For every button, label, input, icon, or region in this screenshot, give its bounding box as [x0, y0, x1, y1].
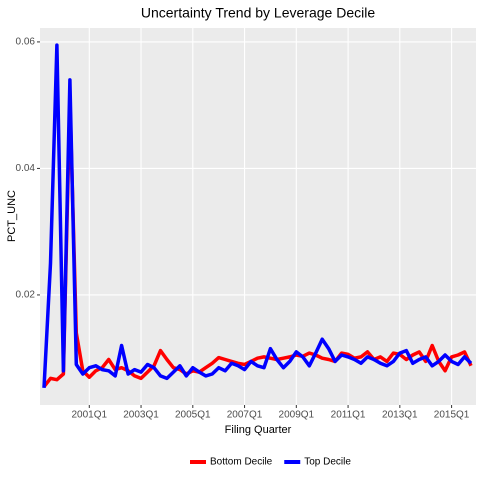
- y-tick-label: 0.02: [16, 290, 36, 301]
- x-tick-label: 2007Q1: [227, 410, 263, 421]
- x-tick-label: 2013Q1: [382, 410, 418, 421]
- legend-label: Top Decile: [304, 457, 351, 468]
- x-axis-title: Filing Quarter: [225, 424, 292, 436]
- x-tick-label: 2003Q1: [123, 410, 159, 421]
- x-tick-label: 2009Q1: [279, 410, 315, 421]
- y-tick-label: 0.04: [16, 163, 36, 174]
- y-tick-label: 0.06: [16, 37, 36, 48]
- x-tick-label: 2015Q1: [434, 410, 470, 421]
- x-tick-label: 2011Q1: [331, 410, 366, 421]
- series-line: [42, 43, 473, 388]
- panel: [40, 28, 476, 405]
- chart-title: Uncertainty Trend by Leverage Decile: [141, 5, 375, 21]
- y-axis-title: PCT_UNC: [6, 190, 18, 242]
- x-tick-label: 2001Q1: [71, 410, 107, 421]
- x-tick-label: 2005Q1: [175, 410, 211, 421]
- legend-label: Bottom Decile: [210, 457, 273, 468]
